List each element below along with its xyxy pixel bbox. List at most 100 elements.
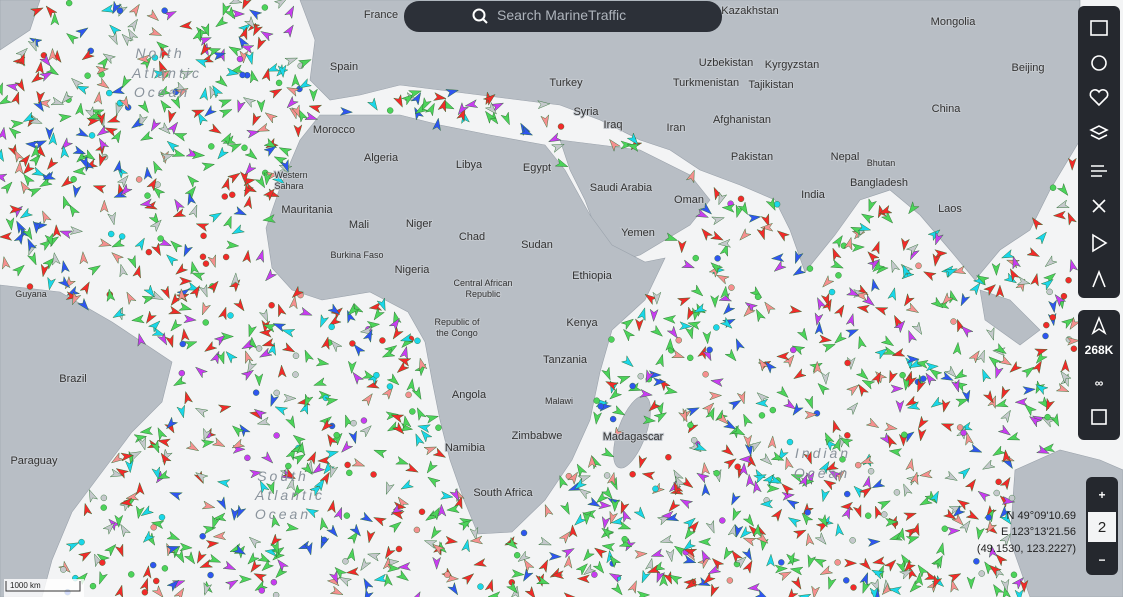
vessel[interactable] xyxy=(14,160,24,175)
vessel[interactable] xyxy=(870,259,886,275)
zoom-in-button[interactable]: + xyxy=(1098,488,1105,502)
vessel[interactable] xyxy=(520,568,534,583)
vessel[interactable] xyxy=(118,95,132,110)
vessel[interactable] xyxy=(879,582,895,597)
vessel[interactable] xyxy=(6,125,22,140)
vessel[interactable] xyxy=(373,446,388,459)
vessel[interactable] xyxy=(259,559,275,574)
vessel[interactable] xyxy=(346,547,357,562)
vessel[interactable] xyxy=(857,222,872,234)
vessel[interactable] xyxy=(254,36,267,51)
vessel[interactable] xyxy=(576,574,590,584)
vessel[interactable] xyxy=(409,408,416,415)
vessel[interactable] xyxy=(184,184,199,200)
vessel[interactable] xyxy=(0,231,13,241)
vessel[interactable] xyxy=(484,101,499,117)
vessel[interactable] xyxy=(737,228,752,243)
vessel[interactable] xyxy=(985,514,992,521)
vessel[interactable] xyxy=(222,215,235,230)
vessel[interactable] xyxy=(194,405,209,418)
vessel[interactable] xyxy=(114,584,126,597)
vessel[interactable] xyxy=(554,158,569,171)
vessel[interactable] xyxy=(215,146,230,161)
vessel[interactable] xyxy=(1022,385,1036,396)
vessel[interactable] xyxy=(261,337,276,349)
vessel[interactable] xyxy=(386,107,394,114)
vessel[interactable] xyxy=(591,571,598,578)
vessel[interactable] xyxy=(419,97,432,112)
vessel[interactable] xyxy=(386,383,394,390)
vessel[interactable] xyxy=(1056,182,1071,198)
vessel[interactable] xyxy=(166,109,177,124)
vessel[interactable] xyxy=(607,553,622,569)
vessel[interactable] xyxy=(268,533,283,548)
vessel[interactable] xyxy=(556,474,569,489)
vessel[interactable] xyxy=(185,173,200,188)
vessel[interactable] xyxy=(12,262,27,277)
vessel[interactable] xyxy=(349,340,356,347)
vessel[interactable] xyxy=(721,302,736,317)
vessel[interactable] xyxy=(143,310,157,325)
vessel[interactable] xyxy=(1048,299,1059,314)
vessel[interactable] xyxy=(796,327,810,342)
vessel[interactable] xyxy=(333,431,340,439)
vessel[interactable] xyxy=(165,543,181,555)
vessel[interactable] xyxy=(766,484,780,493)
vessel[interactable] xyxy=(901,293,915,308)
vessel[interactable] xyxy=(620,355,636,370)
vessel[interactable] xyxy=(791,265,807,279)
vessel[interactable] xyxy=(32,220,42,235)
vessel[interactable] xyxy=(998,355,1013,369)
vessel[interactable] xyxy=(831,233,845,249)
vessel[interactable] xyxy=(234,99,246,114)
vessel[interactable] xyxy=(179,340,186,348)
vessel[interactable] xyxy=(301,348,315,364)
vessel[interactable] xyxy=(129,117,145,131)
vessel[interactable] xyxy=(345,303,360,318)
vessel[interactable] xyxy=(106,89,113,97)
vessel[interactable] xyxy=(650,548,665,560)
vessel[interactable] xyxy=(745,473,755,488)
vessel[interactable] xyxy=(139,198,154,209)
vessel[interactable] xyxy=(687,421,694,429)
vessel[interactable] xyxy=(869,278,880,293)
vessel[interactable] xyxy=(410,590,424,597)
vessel[interactable] xyxy=(381,348,396,361)
vessel[interactable] xyxy=(899,371,906,379)
vessel[interactable] xyxy=(350,419,357,427)
vessel[interactable] xyxy=(346,469,353,477)
vessel[interactable] xyxy=(865,512,872,519)
vessel[interactable] xyxy=(156,331,170,347)
vessel[interactable] xyxy=(156,469,171,483)
loop-button[interactable]: ∞ xyxy=(1095,376,1104,390)
vessel[interactable] xyxy=(183,314,197,324)
vessel[interactable] xyxy=(867,468,875,475)
vessel[interactable] xyxy=(177,288,187,302)
vessel[interactable] xyxy=(900,482,913,498)
vessel[interactable] xyxy=(167,305,183,317)
vessel[interactable] xyxy=(860,377,876,390)
vessel[interactable] xyxy=(257,479,270,494)
vessel[interactable] xyxy=(317,313,330,329)
vessel[interactable] xyxy=(217,306,229,321)
vessel[interactable] xyxy=(606,137,621,152)
vessel[interactable] xyxy=(715,272,730,285)
vessel[interactable] xyxy=(411,106,425,121)
vessel[interactable] xyxy=(698,537,712,547)
vessel[interactable] xyxy=(263,109,278,124)
vessel[interactable] xyxy=(227,170,242,184)
vessel[interactable] xyxy=(0,94,12,108)
vessel[interactable] xyxy=(683,546,698,558)
vessel[interactable] xyxy=(1035,444,1051,457)
vessel[interactable] xyxy=(642,369,655,384)
vessel[interactable] xyxy=(550,570,565,580)
vessel[interactable] xyxy=(721,203,736,213)
vessel[interactable] xyxy=(685,169,698,184)
vessel[interactable] xyxy=(297,56,313,69)
vessel[interactable] xyxy=(687,519,702,534)
vessel[interactable] xyxy=(207,45,222,57)
vessel[interactable] xyxy=(290,484,305,499)
vessel[interactable] xyxy=(444,535,459,546)
vessel[interactable] xyxy=(230,272,240,286)
vessel[interactable] xyxy=(207,553,222,566)
